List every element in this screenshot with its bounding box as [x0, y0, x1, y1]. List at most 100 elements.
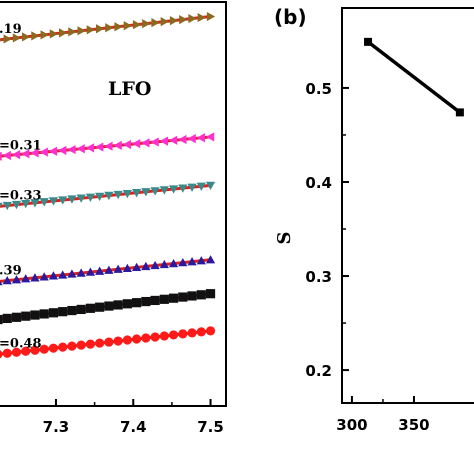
data-point — [86, 25, 96, 35]
data-point — [104, 337, 114, 347]
data-point — [205, 289, 216, 299]
data-point — [141, 188, 151, 197]
data-point — [95, 24, 105, 34]
data-point — [76, 304, 86, 315]
panel-b-series — [364, 37, 464, 117]
data-point — [0, 314, 3, 325]
data-point — [21, 274, 31, 283]
data-point — [49, 29, 59, 39]
panel-b-y-tick-label: 0.4 — [305, 174, 332, 192]
data-point — [0, 151, 2, 161]
data-point — [205, 255, 216, 264]
data-point — [187, 291, 197, 301]
fit-line — [0, 258, 211, 283]
data-point — [39, 309, 49, 319]
panel-b-x-tick-label: 300 — [336, 416, 367, 434]
data-point — [2, 348, 12, 358]
data-point — [122, 335, 132, 345]
data-point — [30, 273, 40, 282]
data-point — [58, 196, 68, 205]
data-point — [113, 336, 123, 346]
panel-a-annotation: LFO — [108, 78, 151, 100]
data-point — [2, 276, 12, 285]
data-point — [141, 333, 151, 343]
panel-b-y-tick-label: 0.3 — [305, 268, 332, 286]
data-point — [159, 294, 169, 304]
data-point — [187, 134, 196, 144]
data-point — [2, 150, 11, 161]
panel-a-series-labels: .19 =0.31 =0.33 .39 =0.48 — [0, 22, 42, 351]
data-point — [67, 269, 77, 278]
data-point — [39, 272, 49, 281]
data-point — [40, 30, 49, 40]
data-point — [188, 13, 197, 24]
data-point — [178, 329, 188, 339]
data-point — [0, 280, 3, 286]
data-point — [48, 271, 59, 280]
data-point — [67, 305, 77, 316]
data-point — [30, 345, 40, 355]
data-point — [105, 23, 114, 33]
data-point — [150, 187, 160, 196]
data-point — [132, 262, 142, 272]
data-point — [76, 194, 86, 203]
data-point — [113, 264, 123, 273]
data-point — [169, 16, 179, 26]
data-point — [21, 149, 30, 159]
data-point — [364, 37, 373, 46]
panel-b-y-tick-label: 0.5 — [305, 80, 332, 98]
series-label: =0.33 — [0, 188, 42, 203]
data-point — [21, 311, 31, 321]
data-point — [85, 143, 95, 153]
data-point — [150, 295, 160, 306]
data-point — [197, 12, 206, 23]
data-point — [58, 145, 67, 156]
data-point — [58, 307, 68, 317]
panel-b-x-tick-label: 350 — [398, 416, 429, 434]
data-point — [21, 200, 31, 209]
data-point — [76, 340, 86, 350]
data-point — [142, 19, 151, 29]
data-point — [159, 136, 169, 146]
series-label: .19 — [0, 22, 22, 37]
panel-a-x-ticks: 7.3 7.4 7.5 — [43, 399, 224, 436]
series-label: .39 — [0, 264, 22, 279]
data-point — [12, 33, 22, 43]
series-line — [366, 40, 461, 114]
data-point — [178, 257, 188, 267]
data-point — [11, 275, 22, 284]
data-point — [85, 303, 96, 313]
data-point — [132, 298, 142, 308]
data-point — [113, 300, 123, 310]
data-point — [150, 332, 160, 342]
data-point — [31, 31, 40, 41]
data-point — [123, 21, 132, 31]
data-point — [0, 202, 3, 208]
data-point — [113, 190, 123, 200]
data-point — [76, 268, 86, 277]
panel-b-y-axis-label: S — [274, 232, 295, 245]
data-point — [30, 148, 39, 158]
data-point — [132, 189, 142, 198]
data-point — [68, 27, 77, 37]
data-point — [122, 139, 132, 150]
data-point — [85, 339, 96, 349]
data-point — [104, 191, 114, 201]
data-point — [85, 267, 96, 276]
data-point — [141, 296, 151, 307]
data-point — [58, 270, 68, 279]
data-point — [77, 26, 86, 36]
data-point — [455, 108, 464, 117]
data-point — [150, 260, 160, 270]
panel-b-y-tick-label: 0.2 — [305, 362, 332, 380]
panel-a-data-points — [0, 11, 216, 359]
panel-a: 7.3 7.4 7.5 .19 =0.31 =0.33 .39 =0.48 LFO — [0, 1, 227, 436]
data-point — [39, 344, 49, 354]
data-point — [48, 308, 59, 318]
data-point — [2, 201, 12, 211]
data-point — [95, 192, 105, 201]
data-point — [76, 144, 85, 154]
data-point — [122, 299, 132, 309]
data-point — [132, 20, 142, 30]
data-point — [168, 135, 178, 145]
